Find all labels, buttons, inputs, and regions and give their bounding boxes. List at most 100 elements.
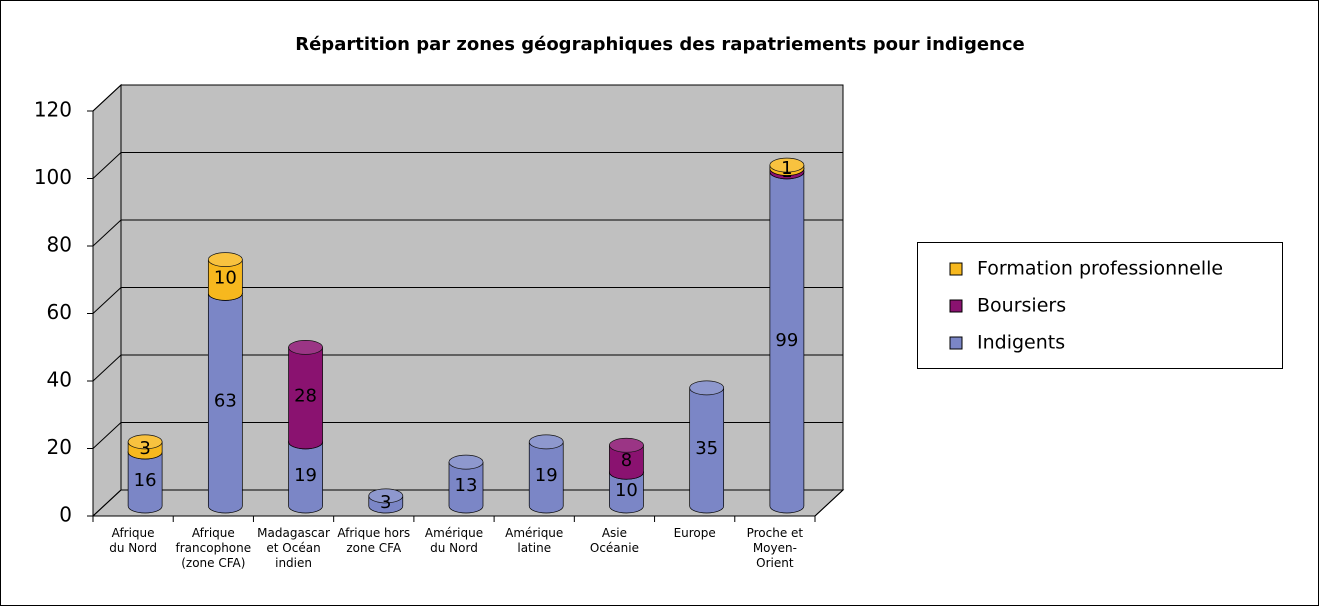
y-tick-label: 0 [59, 503, 72, 527]
x-tick-label: Afrique francophone (zone CFA) [176, 526, 252, 570]
x-tick-line: Madagascar [257, 526, 330, 540]
cylinder-top [689, 380, 725, 396]
x-tick-label: Asie Océanie [590, 526, 639, 555]
x-tick-line: Afrique [112, 526, 155, 540]
y-tick-label: 120 [34, 98, 72, 122]
cylinder-body [127, 451, 163, 514]
cylinder-body [609, 444, 644, 480]
cylinder-body [528, 441, 564, 514]
legend-box [917, 242, 1283, 369]
data-label: 63 [214, 391, 237, 412]
x-tick-line: et Océan [266, 541, 320, 555]
data-label: 1 [781, 158, 792, 179]
cylinder-top-shade [128, 434, 163, 449]
grid-line [92, 152, 122, 179]
bar-segment [689, 380, 725, 514]
grid-line [92, 354, 122, 382]
cylinder-top [769, 157, 805, 173]
cylinder-top-shade [609, 438, 644, 453]
grid-line [92, 219, 122, 247]
x-tick-line: (zone CFA) [181, 556, 245, 570]
x-tick-line: Moyen- [753, 541, 797, 555]
cylinder-top-shade [769, 158, 804, 173]
bar-segment [528, 434, 564, 514]
x-tick-label: Afrique du Nord [109, 526, 157, 555]
x-tick-label: Madagascar et Océan indien [257, 526, 330, 570]
data-label: 35 [695, 438, 718, 459]
x-tick-line: Océanie [590, 541, 639, 555]
data-label: 13 [455, 475, 478, 496]
x-tick-line: Afrique hors [337, 526, 410, 540]
x-tick-line: latine [517, 541, 551, 555]
x-tick-line: zone CFA [346, 541, 402, 555]
legend-label: Formation professionnelle [977, 258, 1223, 280]
x-tick-line: indien [275, 556, 312, 570]
bar-segment [769, 157, 805, 176]
cylinder-body [288, 347, 323, 450]
x-tick-line: du Nord [109, 541, 157, 555]
legend-swatch [949, 299, 963, 313]
cylinder-top [368, 488, 404, 504]
cylinder-top-shade [208, 252, 243, 267]
x-tick-line: Afrique [192, 526, 235, 540]
grid-line [92, 489, 122, 517]
x-tick-line: francophone [176, 541, 252, 555]
x-tick-line: Proche et [747, 526, 804, 540]
x-tick-line: Asie [602, 526, 627, 540]
x-tick-line: Amérique [425, 526, 483, 540]
cylinder-top [207, 252, 243, 267]
cylinder-body [448, 461, 484, 514]
x-tick-line: Amérique [505, 526, 563, 540]
cylinder-top-shade [529, 434, 564, 449]
x-tick-label: Amérique latine [505, 526, 563, 555]
grid-line [92, 84, 122, 112]
x-tick-line: Europe [674, 526, 716, 540]
cylinder-body [689, 387, 725, 514]
x-tick-label: Europe [674, 526, 716, 540]
cylinder-body [769, 171, 805, 514]
cylinder-body [207, 259, 243, 301]
cylinder-body [609, 471, 644, 514]
cylinder-top-shade [449, 455, 483, 470]
legend-swatch [949, 336, 963, 350]
bar-segment [288, 340, 323, 450]
cylinder-top [288, 340, 323, 355]
bar-segment [207, 252, 243, 301]
data-label: 19 [294, 465, 317, 486]
y-tick-label: 100 [34, 165, 72, 189]
data-label: 16 [134, 470, 157, 491]
legend-label: Indigents [977, 332, 1065, 354]
x-tick-line: Orient [756, 556, 794, 570]
cylinder-top [448, 454, 484, 470]
legend-swatch [949, 262, 963, 276]
x-tick-line: du Nord [430, 541, 478, 555]
data-label: 3 [380, 492, 391, 513]
cylinder-top [528, 434, 564, 450]
grid-line [92, 422, 122, 449]
bar-segment [127, 434, 163, 460]
legend-label: Boursiers [977, 295, 1066, 317]
chart-title: Répartition par zones géographiques des … [295, 34, 1025, 55]
bar-segment [368, 488, 404, 514]
cylinder-top-shade [689, 380, 724, 395]
cylinder-top [127, 434, 163, 450]
cylinder-top [609, 437, 644, 453]
data-label: 3 [139, 438, 150, 459]
bar-segment [609, 437, 644, 480]
x-tick-label: Proche et Moyen-Orient [747, 526, 804, 570]
y-tick-label: 60 [47, 300, 72, 324]
data-label: 28 [294, 386, 317, 407]
data-label: 10 [214, 268, 237, 289]
cylinder-body [288, 441, 323, 514]
data-label: 10 [615, 480, 638, 501]
bar-segment [448, 454, 484, 514]
data-label: 8 [621, 450, 632, 471]
y-tick-label: 40 [47, 368, 72, 392]
floor-edge [814, 489, 844, 517]
data-label: 99 [775, 330, 798, 351]
y-tick-label: 20 [47, 435, 72, 459]
cylinder-body [207, 293, 243, 514]
y-tick-label: 80 [47, 233, 72, 257]
